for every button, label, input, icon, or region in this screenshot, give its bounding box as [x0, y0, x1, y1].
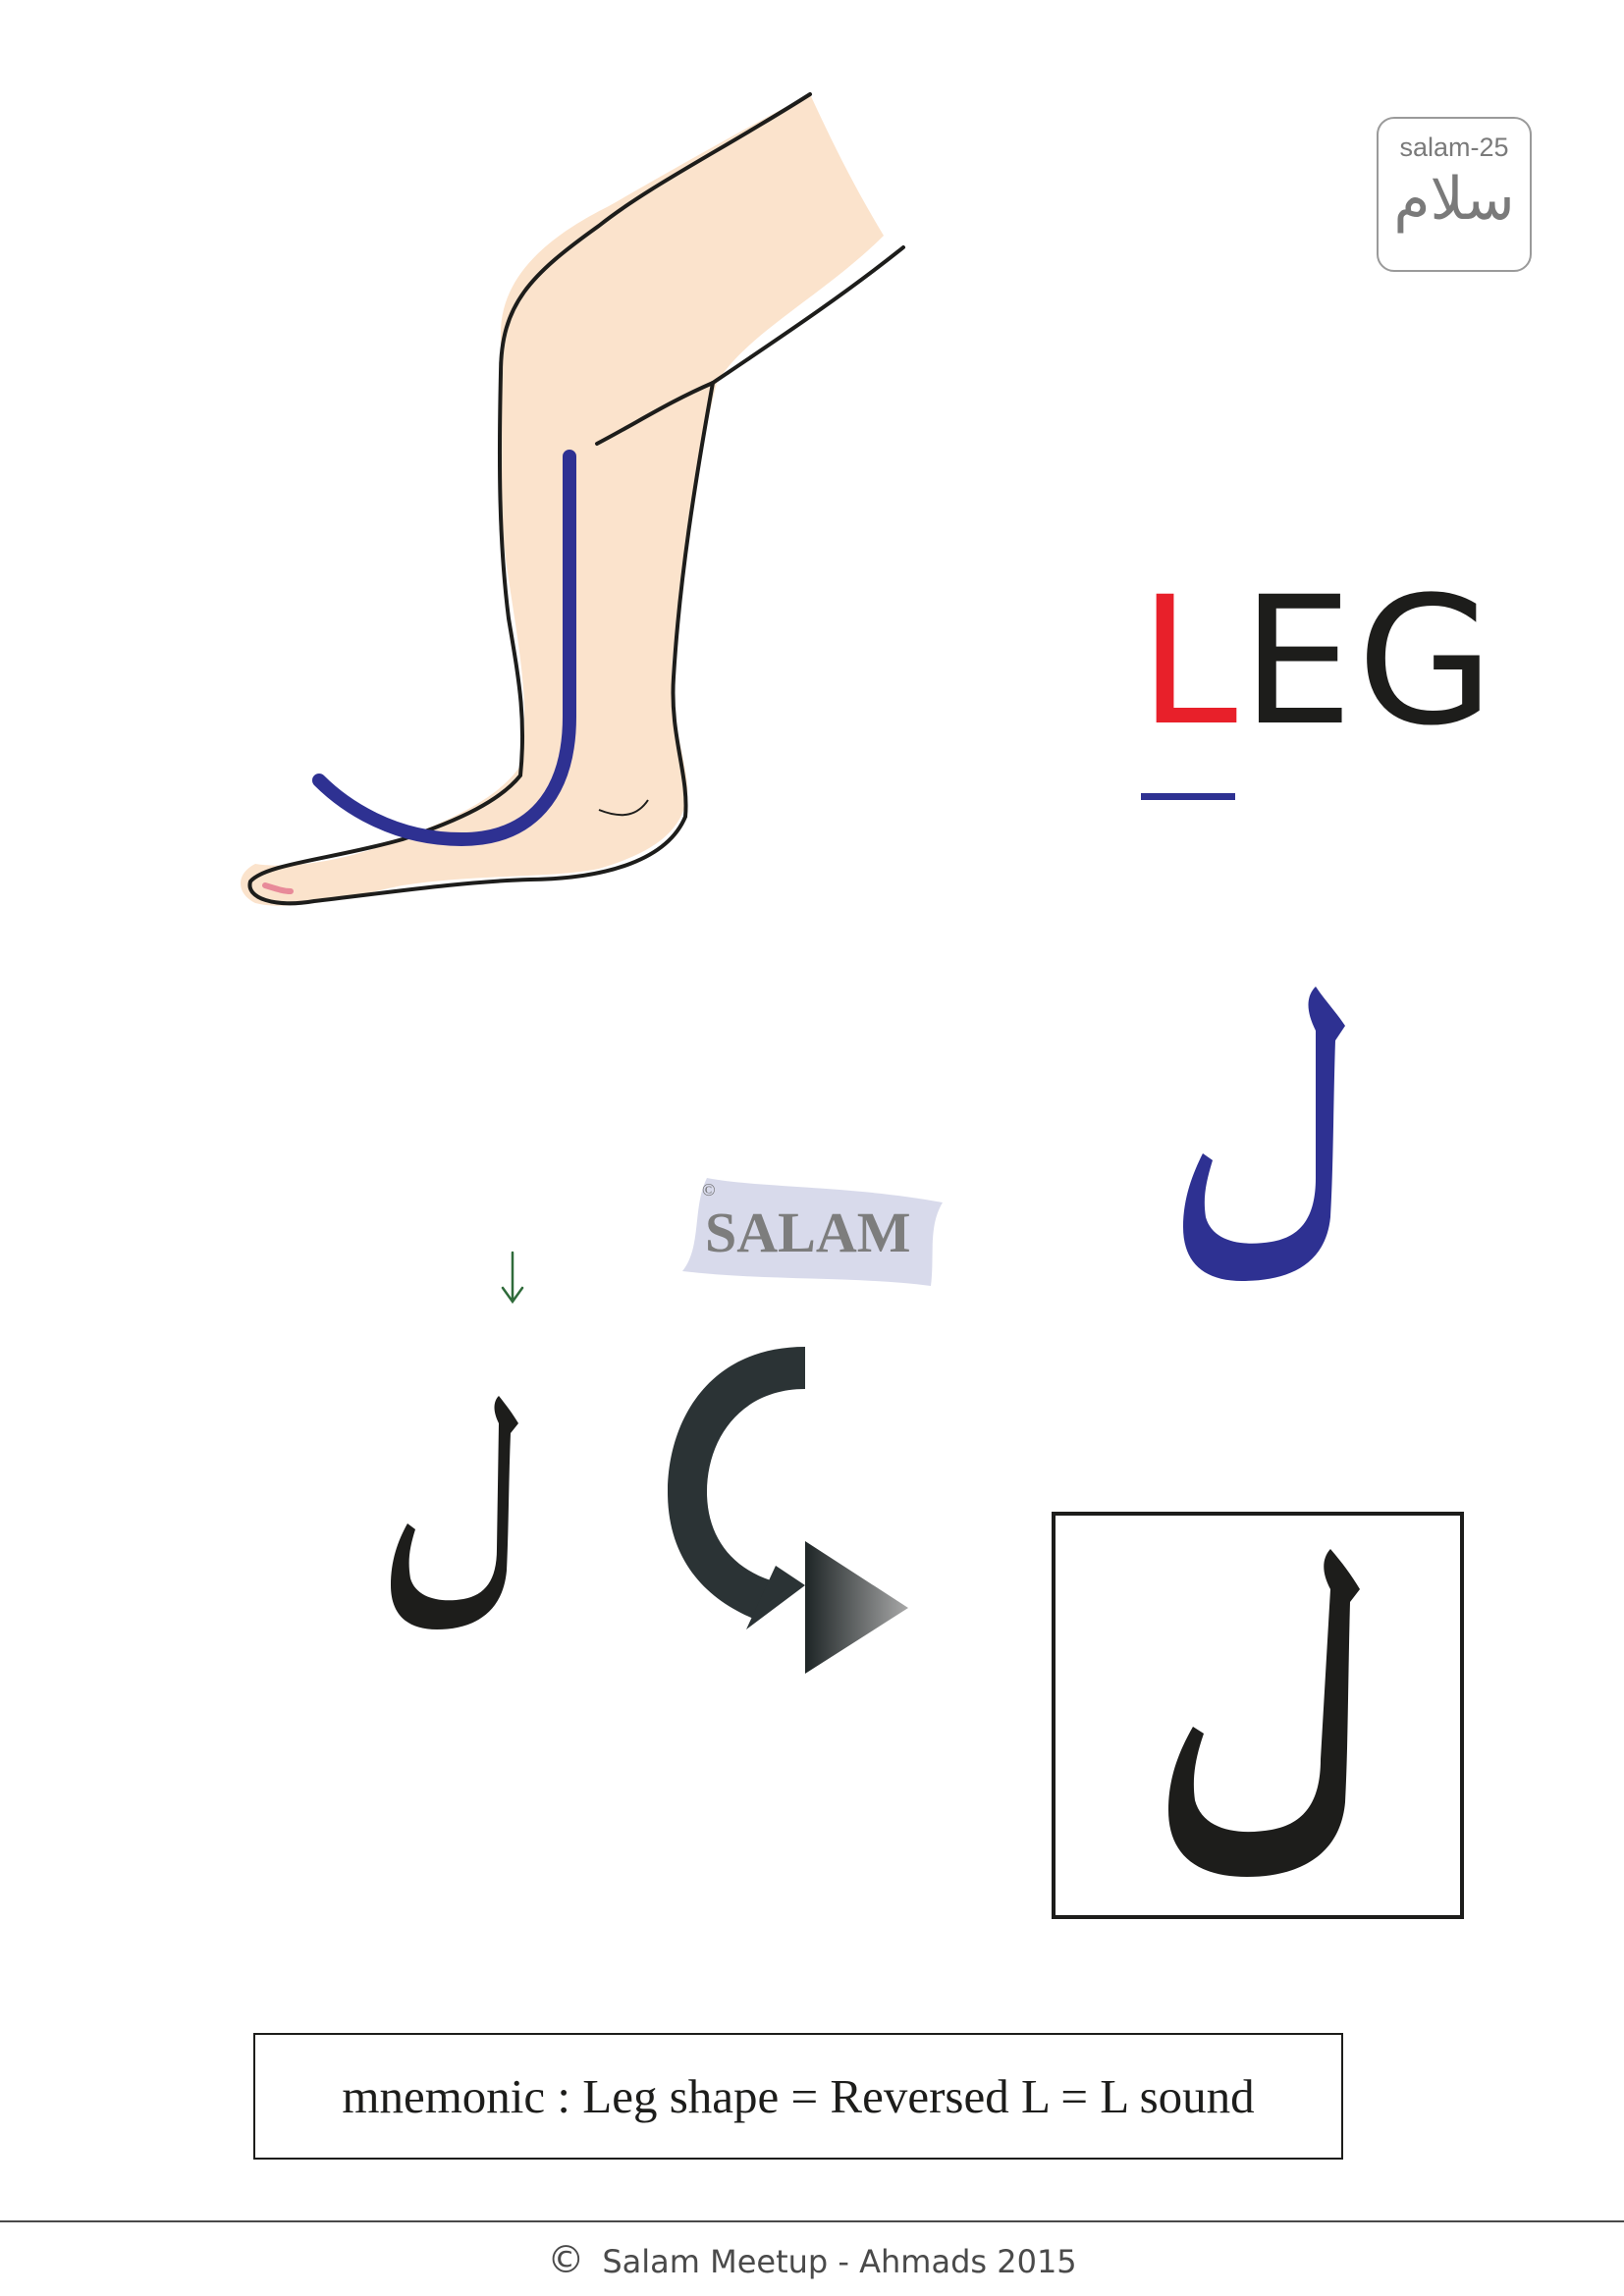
curved-arrow-icon	[668, 1347, 908, 1674]
first-letter-underline	[1141, 793, 1235, 800]
footer-text: Salam Meetup - Ahmads 2015	[602, 2243, 1077, 2280]
word-rest: EG	[1241, 560, 1498, 765]
down-arrow-icon	[501, 1251, 524, 1305]
watermark-copyright: ©	[702, 1180, 716, 1200]
badge-code: salam-25	[1399, 133, 1509, 162]
arabic-letter-box	[1052, 1512, 1464, 1919]
salam-badge: salam-25 سلام	[1377, 117, 1532, 272]
footer-divider	[0, 2220, 1624, 2222]
footer: © Salam Meetup - Ahmads 2015	[0, 2238, 1624, 2281]
mnemonic-box: mnemonic : Leg shape = Reversed L = L so…	[253, 2033, 1343, 2160]
word-first-letter: L	[1139, 560, 1242, 765]
footer-copyright-icon: ©	[547, 2238, 585, 2281]
english-word: LEG	[1139, 574, 1498, 761]
arabic-letter-lam-blue	[1183, 987, 1345, 1281]
mnemonic-text: mnemonic : Leg shape = Reversed L = L so…	[342, 2069, 1255, 2123]
badge-arabic: سلام	[1393, 165, 1515, 234]
leg-illustration	[241, 92, 905, 906]
watermark-text: SALAM	[705, 1201, 910, 1264]
arabic-letter-lam-large	[1168, 1549, 1360, 1877]
salam-watermark: © SALAM	[682, 1178, 943, 1286]
arabic-letter-lam-small	[391, 1396, 518, 1629]
